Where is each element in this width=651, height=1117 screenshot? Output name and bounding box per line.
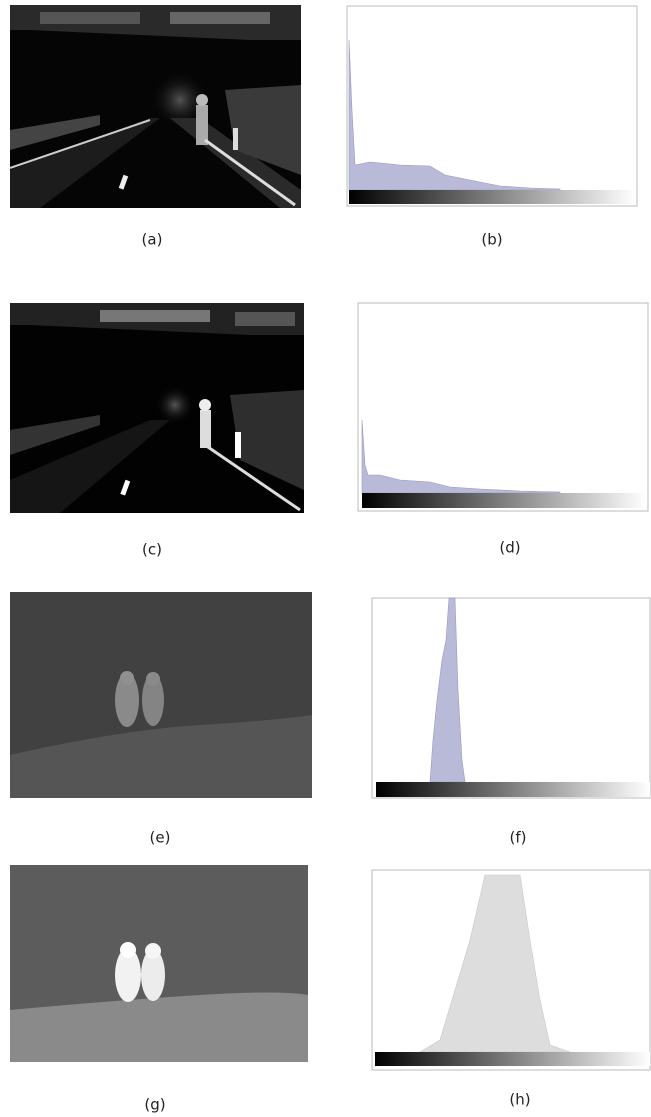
shape xyxy=(155,385,195,425)
shape xyxy=(150,70,210,130)
shape xyxy=(118,174,129,190)
shape xyxy=(115,673,139,727)
shape xyxy=(357,302,649,512)
image-a xyxy=(9,5,301,208)
histogram-h xyxy=(371,869,651,1071)
panel-label: (h) xyxy=(509,1091,530,1109)
shape xyxy=(376,782,650,797)
histogram-b xyxy=(346,5,638,207)
shape xyxy=(199,399,211,411)
panel-label: (g) xyxy=(144,1096,165,1114)
shape xyxy=(225,85,301,175)
shape xyxy=(142,674,164,726)
shape xyxy=(10,415,100,455)
shape xyxy=(204,138,296,207)
shape xyxy=(348,39,561,191)
shape xyxy=(371,597,651,799)
shape xyxy=(115,948,141,1002)
panel-label: (d) xyxy=(499,539,520,557)
shape xyxy=(418,874,571,1053)
shape xyxy=(235,432,241,458)
panel-label: (b) xyxy=(481,231,502,249)
shape xyxy=(349,190,635,204)
shape xyxy=(362,493,646,508)
shape xyxy=(204,443,301,512)
shape xyxy=(120,942,136,958)
image-c xyxy=(10,303,304,513)
shape xyxy=(196,94,208,106)
shape xyxy=(10,118,160,208)
shape xyxy=(375,1052,650,1066)
shape xyxy=(429,597,466,783)
shape xyxy=(10,715,312,798)
shape xyxy=(170,12,270,24)
shape xyxy=(141,949,165,1001)
image-e xyxy=(10,592,312,798)
shape xyxy=(120,479,131,496)
panel-label: (f) xyxy=(510,829,527,847)
histogram-f xyxy=(371,597,651,799)
shape xyxy=(361,419,561,494)
shape xyxy=(40,12,140,24)
shape xyxy=(10,115,100,150)
panel-label: (c) xyxy=(142,541,162,559)
shape xyxy=(235,312,295,326)
image-g xyxy=(10,865,308,1062)
shape xyxy=(10,992,308,1062)
shape xyxy=(196,105,208,145)
shape xyxy=(230,390,304,490)
shape xyxy=(145,943,161,959)
shape xyxy=(9,119,151,169)
shape xyxy=(233,128,238,150)
histogram-d xyxy=(357,302,649,512)
panel-label: (e) xyxy=(150,829,171,847)
shape xyxy=(120,671,134,685)
shape xyxy=(100,310,210,322)
panel-label: (a) xyxy=(142,231,163,249)
shape xyxy=(200,410,211,448)
shape xyxy=(146,672,160,686)
shape xyxy=(10,420,170,513)
